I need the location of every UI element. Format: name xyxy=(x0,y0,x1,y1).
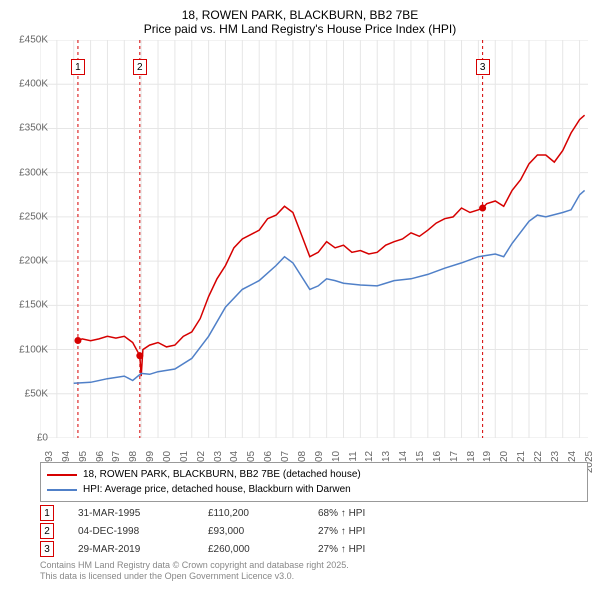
legend-label: 18, ROWEN PARK, BLACKBURN, BB2 7BE (deta… xyxy=(83,469,361,480)
y-tick-label: £400K xyxy=(19,79,48,90)
title-subtitle: Price paid vs. HM Land Registry's House … xyxy=(0,22,600,36)
y-tick-label: £100K xyxy=(19,344,48,355)
legend: 18, ROWEN PARK, BLACKBURN, BB2 7BE (deta… xyxy=(40,462,588,502)
sale-vs-hpi: 27% ↑ HPI xyxy=(318,544,428,555)
y-tick-label: £350K xyxy=(19,123,48,134)
legend-label: HPI: Average price, detached house, Blac… xyxy=(83,484,351,495)
y-tick-label: £50K xyxy=(25,388,48,399)
legend-item: 18, ROWEN PARK, BLACKBURN, BB2 7BE (deta… xyxy=(47,467,581,482)
sale-price: £110,200 xyxy=(208,508,318,519)
sale-vs-hpi: 27% ↑ HPI xyxy=(318,526,428,537)
sale-price: £93,000 xyxy=(208,526,318,537)
legend-swatch xyxy=(47,474,77,476)
sales-table: 1 31-MAR-1995 £110,200 68% ↑ HPI 2 04-DE… xyxy=(40,504,588,558)
plot-area xyxy=(40,40,588,438)
sale-vs-hpi: 68% ↑ HPI xyxy=(318,508,428,519)
sale-price: £260,000 xyxy=(208,544,318,555)
y-tick-label: £450K xyxy=(19,35,48,46)
chart-container: 18, ROWEN PARK, BLACKBURN, BB2 7BE Price… xyxy=(0,0,600,590)
sale-date: 29-MAR-2019 xyxy=(78,544,208,555)
y-tick-label: £200K xyxy=(19,256,48,267)
legend-item: HPI: Average price, detached house, Blac… xyxy=(47,482,581,497)
chart-titles: 18, ROWEN PARK, BLACKBURN, BB2 7BE Price… xyxy=(0,0,600,36)
y-tick-label: £0 xyxy=(37,433,48,444)
chart-svg xyxy=(40,40,588,438)
table-row: 2 04-DEC-1998 £93,000 27% ↑ HPI xyxy=(40,522,588,540)
y-tick-label: £300K xyxy=(19,167,48,178)
sale-marker-flag: 2 xyxy=(133,59,147,75)
sale-marker-badge: 2 xyxy=(40,523,54,539)
sale-marker-badge: 1 xyxy=(40,505,54,521)
y-tick-label: £150K xyxy=(19,300,48,311)
footer-line: Contains HM Land Registry data © Crown c… xyxy=(40,560,349,571)
table-row: 1 31-MAR-1995 £110,200 68% ↑ HPI xyxy=(40,504,588,522)
sale-marker-flag: 3 xyxy=(476,59,490,75)
footer-attribution: Contains HM Land Registry data © Crown c… xyxy=(40,560,349,583)
sale-date: 04-DEC-1998 xyxy=(78,526,208,537)
sale-marker-badge: 3 xyxy=(40,541,54,557)
sale-date: 31-MAR-1995 xyxy=(78,508,208,519)
sale-marker-flag: 1 xyxy=(71,59,85,75)
table-row: 3 29-MAR-2019 £260,000 27% ↑ HPI xyxy=(40,540,588,558)
title-address: 18, ROWEN PARK, BLACKBURN, BB2 7BE xyxy=(0,8,600,22)
y-tick-label: £250K xyxy=(19,211,48,222)
footer-line: This data is licensed under the Open Gov… xyxy=(40,571,349,582)
legend-swatch xyxy=(47,489,77,491)
